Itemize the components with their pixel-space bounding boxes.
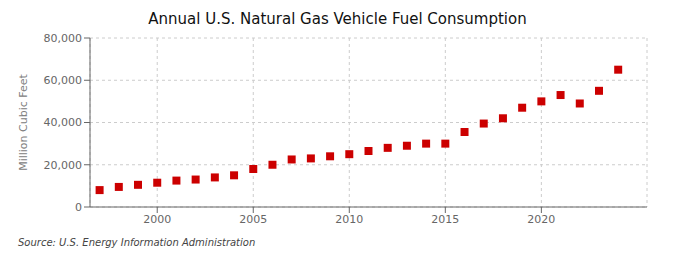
svg-text:0: 0 (75, 201, 82, 214)
svg-text:80,000: 80,000 (44, 32, 83, 45)
html-text:Source: U.S. Energy Informatio: Source: U.S. Energy Information Administ… (18, 237, 256, 248)
html-text:Annual U.S. Natural Gas Vehicl: Annual U.S. Natural Gas Vehicle Fuel Con… (148, 10, 527, 28)
svg-text:2020: 2020 (527, 213, 555, 226)
svg-text:2000: 2000 (143, 213, 171, 226)
svg-text:Million Cubic Feet: Million Cubic Feet (17, 73, 30, 170)
svg-text:40,000: 40,000 (44, 116, 83, 129)
svg-text:60,000: 60,000 (44, 74, 83, 87)
svg-text:2010: 2010 (335, 213, 363, 226)
svg-text:2005: 2005 (239, 213, 267, 226)
svg-text:20,000: 20,000 (44, 159, 83, 172)
svg-text:2015: 2015 (431, 213, 459, 226)
